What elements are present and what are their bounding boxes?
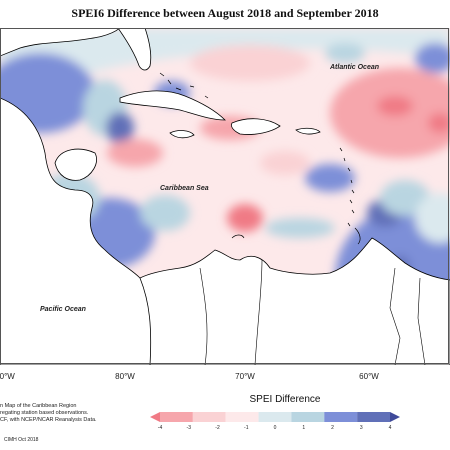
info-line: n Map of the Caribbean Region [0, 403, 77, 409]
legend-swatch [390, 412, 400, 422]
map-description: n Map of the Caribbean Region regating s… [0, 403, 97, 424]
legend-swatch [192, 412, 226, 422]
lon-tick-80w: 80°W [115, 372, 135, 381]
legend-tick-label: -1 [244, 425, 249, 431]
legend-tick-label: 3 [359, 425, 363, 431]
legend-swatch [150, 412, 160, 422]
caribbean-sea-label: Caribbean Sea [160, 185, 209, 192]
spei-map: Atlantic Ocean Caribbean Sea Pacific Oce… [0, 28, 450, 365]
legend-swatch [225, 412, 259, 422]
credit-text: CIMH Oct 2018 [4, 437, 39, 443]
legend-swatch [324, 412, 358, 422]
legend-swatch [258, 412, 292, 422]
legend-tick-label: 4 [388, 425, 392, 431]
info-line: CF, with NCEP/NCAR Reanalysis Data. [0, 417, 97, 423]
legend-swatch [357, 412, 390, 422]
legend-swatch [160, 412, 193, 422]
legend-tick-label: -2 [215, 425, 220, 431]
legend-tick-label: 0 [273, 425, 277, 431]
lon-tick-90w: 90°W [0, 372, 15, 381]
color-legend [150, 412, 400, 422]
legend-swatch [291, 412, 325, 422]
legend-tick-label: -4 [157, 425, 163, 431]
info-line: regating station based observations. [0, 410, 89, 416]
lon-tick-60w: 60°W [359, 372, 379, 381]
legend-title: SPEI Difference [249, 394, 321, 405]
legend-tick-label: -3 [186, 425, 191, 431]
lon-tick-70w: 70°W [235, 372, 255, 381]
atlantic-ocean-label: Atlantic Ocean [330, 64, 380, 71]
pacific-ocean-label: Pacific Ocean [40, 306, 86, 313]
legend-tick-label: 2 [331, 425, 334, 431]
legend-tick-label: 1 [302, 425, 306, 431]
map-title: SPEI6 Difference between August 2018 and… [71, 6, 379, 20]
